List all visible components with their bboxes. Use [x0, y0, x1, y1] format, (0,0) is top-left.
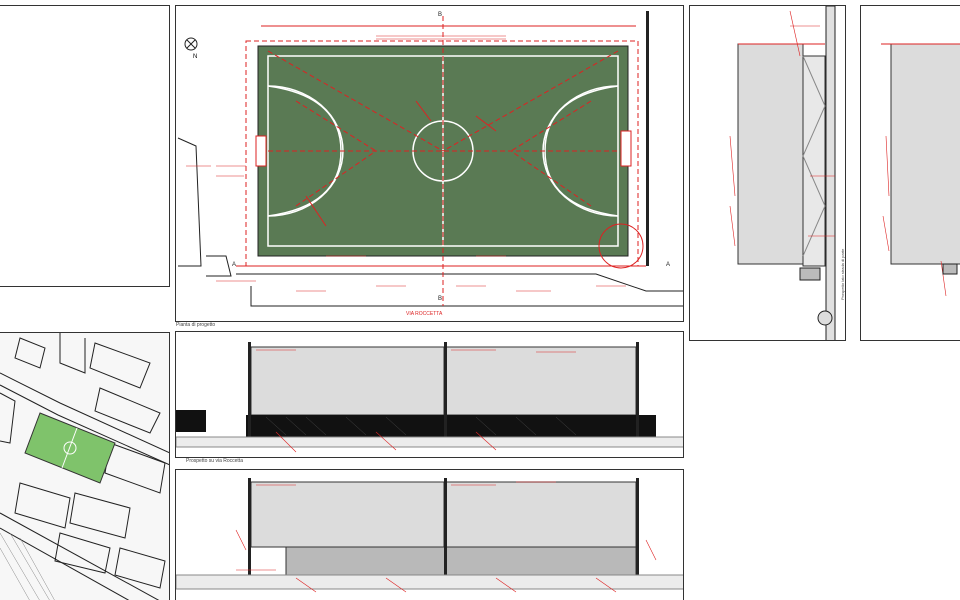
blank-panel — [0, 5, 170, 287]
plan-caption-label: Pianta di progetto — [176, 322, 216, 328]
street-label: VIA ROCCETTA — [406, 311, 443, 317]
plan-drawing: N — [177, 11, 683, 317]
front-elevation-caption: Prospetto su via Roccetta — [186, 458, 243, 464]
section-marker-bottom: B — [438, 296, 442, 302]
side-elevation-right — [860, 5, 960, 341]
site-map-panel — [0, 332, 170, 600]
front-elevation-panel — [175, 331, 684, 458]
section-marker-right: A — [666, 262, 670, 268]
plan-panel: N — [175, 5, 684, 322]
side-elevation-caption: Prospetto lato strada di parte — [840, 248, 845, 300]
map-pitch — [24, 412, 116, 484]
side-elevation-left — [689, 5, 846, 341]
section-marker-top: B — [438, 12, 442, 18]
site-map — [0, 333, 169, 600]
north-label: N — [193, 54, 197, 60]
goal-right — [620, 130, 632, 167]
section-marker-left: A — [232, 262, 236, 268]
north-arrow-icon: N — [184, 37, 198, 60]
goal-left — [255, 135, 267, 167]
retaining-wall — [285, 546, 637, 576]
section-elevation-panel — [175, 469, 684, 600]
gate-fence — [246, 415, 656, 437]
